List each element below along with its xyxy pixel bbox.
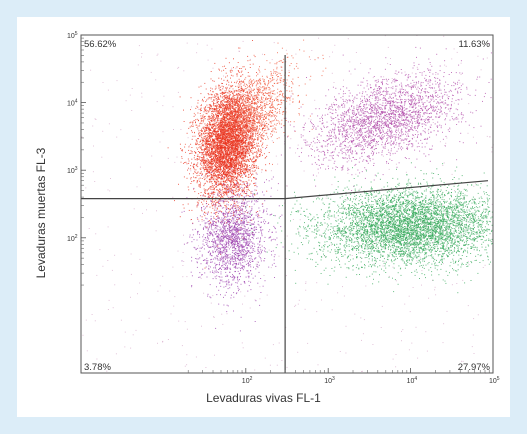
x-tick-label: 103 (324, 376, 335, 385)
flow-cytometry-plot: 102 103 104 105 102 103 104 105 56.62% 11.63% 3… (67, 31, 500, 385)
y-axis-label: Levaduras muertas FL-3 (34, 147, 48, 279)
x-tick-label: 104 (407, 376, 418, 385)
x-axis-label: Levaduras vivas FL-1 (206, 391, 321, 405)
chart-panel: 102 103 104 105 102 103 104 105 56.62% 11.63% 3… (17, 17, 510, 417)
population-upper-left-1 (180, 39, 327, 184)
plot-frame (80, 34, 494, 374)
quadrant-upper-left-percent: 56.62% (84, 39, 117, 50)
quadrant-lower-left-percent: 3.78% (84, 362, 111, 373)
x-tick-label: 102 (242, 376, 253, 385)
y-tick-label: 104 (67, 99, 78, 108)
gate-lines (81, 55, 489, 373)
quadrant-upper-right-percent: 11.63% (458, 39, 490, 50)
background-events (81, 35, 494, 374)
y-tick-label: 105 (67, 31, 78, 40)
scatter-points (81, 35, 494, 374)
y-tick-label: 102 (67, 234, 78, 243)
y-tick-label: 103 (67, 166, 78, 175)
population-upper-right-2 (265, 43, 492, 191)
gate-sloped-line (285, 180, 489, 200)
population-lower-right-4 (242, 162, 493, 294)
axis-ticks: 102 103 104 105 102 103 104 105 (67, 31, 500, 385)
population-upper-left-0 (167, 40, 283, 269)
population-lower-left-3 (181, 167, 284, 332)
quadrant-lower-right-percent: 27.97% (458, 362, 491, 373)
x-tick-label: 105 (489, 376, 500, 385)
